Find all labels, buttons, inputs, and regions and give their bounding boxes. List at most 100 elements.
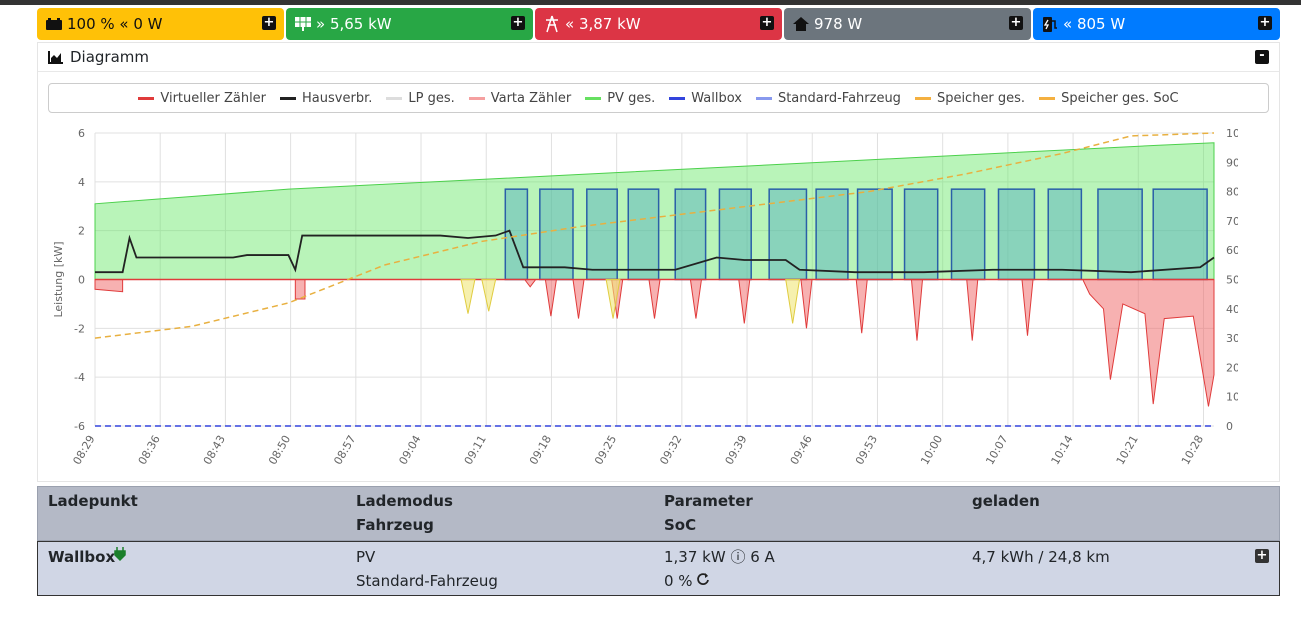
legend-item-8[interactable]: Speicher ges. SoC	[1039, 91, 1179, 106]
charge-point-row[interactable]: Wallbox PV Standard-Fahrzeug 1,37 kW ⓘ 6…	[37, 541, 1280, 596]
vehicle-name[interactable]: Standard-Fahrzeug	[356, 572, 498, 590]
expand-house-button[interactable]: +	[1009, 15, 1023, 30]
legend-label: LP ges.	[408, 90, 455, 106]
pv-value: » 5,65 kW	[316, 15, 392, 33]
x-tick-label: 10:14	[1049, 433, 1076, 467]
wallbox-charge-block	[768, 188, 808, 281]
series-soc-line	[94, 132, 1215, 339]
x-tick-label: 09:18	[527, 433, 554, 467]
y2-tick-label: 70	[1226, 215, 1238, 228]
legend-item-0[interactable]: Virtueller Zähler	[138, 91, 266, 106]
series-grid-dip	[648, 279, 661, 319]
house-icon	[792, 15, 810, 33]
x-tick-label: 09:53	[853, 433, 880, 467]
y2-tick-label: 60	[1226, 244, 1238, 257]
wallbox-charge-block	[815, 188, 849, 281]
legend-swatch	[280, 96, 297, 100]
charging-station-icon	[1041, 15, 1059, 33]
chart-legend: Virtueller Zähler Hausverbr. LP ges. Varta …	[48, 83, 1269, 113]
x-tick-label: 09:25	[592, 433, 619, 467]
wallbox-charge-block	[627, 188, 660, 281]
header-parameter: Parameter	[664, 492, 753, 510]
legend-item-6[interactable]: Standard-Fahrzeug	[755, 90, 901, 106]
solar-panel-icon	[294, 15, 312, 33]
y-tick-label: 6	[78, 127, 85, 140]
legend-swatch	[1039, 96, 1056, 100]
legend-label: Standard-Fahrzeug	[777, 90, 901, 106]
legend-label: Hausverbr.	[302, 90, 373, 106]
expand-battery-button[interactable]: +	[262, 15, 276, 30]
legend-swatch	[468, 96, 485, 100]
y-tick-label: 2	[78, 225, 85, 238]
charge-mode[interactable]: PV	[356, 548, 376, 566]
collapse-chart-button[interactable]: -	[1255, 49, 1269, 64]
legend-item-4[interactable]: PV ges.	[585, 91, 655, 106]
legend-item-5[interactable]: Wallbox	[669, 91, 742, 106]
expand-grid-button[interactable]: +	[760, 15, 774, 30]
charge-tile[interactable]: « 805 W +	[1033, 8, 1280, 40]
x-tick-label: 10:28	[1179, 433, 1206, 467]
legend-label: Speicher ges. SoC	[1061, 90, 1179, 106]
grid-tile[interactable]: « 3,87 kW +	[535, 8, 782, 40]
y-tick-label: -6	[74, 420, 85, 433]
wallbox-charge-block	[1097, 188, 1143, 281]
y-axis-label: Leistung [kW]	[52, 241, 65, 317]
wallbox-charge-block	[856, 188, 893, 281]
refresh-icon[interactable]	[696, 569, 710, 593]
house-tile[interactable]: 978 W +	[784, 8, 1031, 40]
battery-value: 100 % « 0 W	[67, 15, 163, 33]
legend-label: PV ges.	[607, 90, 656, 106]
series-storage-dip	[481, 279, 497, 312]
y-tick-label: -4	[74, 371, 85, 384]
series-grid-dip	[544, 279, 557, 317]
legend-item-2[interactable]: LP ges.	[386, 90, 455, 106]
legend-swatch	[386, 96, 403, 100]
x-tick-label: 08:50	[266, 433, 293, 467]
x-tick-label: 08:36	[136, 433, 163, 467]
expand-charge-button[interactable]: +	[1258, 15, 1272, 30]
x-tick-label: 09:46	[788, 433, 815, 467]
y-tick-label: 4	[78, 176, 85, 189]
legend-item-1[interactable]: Hausverbr.	[280, 91, 372, 106]
wallbox-charge-block	[1047, 188, 1083, 281]
x-tick-label: 09:39	[723, 433, 750, 467]
charge-point-table-header: Ladepunkt Lademodus Fahrzeug Parameter S…	[37, 486, 1280, 541]
legend-item-7[interactable]: Speicher ges.	[914, 90, 1026, 106]
y2-tick-label: 90	[1226, 156, 1238, 169]
pv-tile[interactable]: » 5,65 kW +	[286, 8, 533, 40]
legend-label: Varta Zähler	[490, 90, 572, 106]
series-storage-dip	[460, 279, 476, 314]
grid-value: « 3,87 kW	[565, 15, 641, 33]
y2-tick-label: 10	[1226, 391, 1238, 404]
wallbox-charge-block	[539, 188, 574, 281]
y2-tick-label: 30	[1226, 332, 1238, 345]
status-tiles: 100 % « 0 W + » 5,65 kW + « 3,87 kW + 97…	[37, 8, 1280, 40]
expand-charge-point-button[interactable]: +	[1255, 548, 1269, 563]
charge-value: « 805 W	[1063, 15, 1126, 33]
vehicle-soc: 0 %	[664, 572, 693, 590]
area-chart-icon	[48, 50, 64, 64]
series-grid-dip	[800, 279, 813, 329]
expand-pv-button[interactable]: +	[511, 15, 525, 30]
series-grid-area	[94, 279, 124, 293]
battery-tile[interactable]: 100 % « 0 W +	[37, 8, 284, 40]
series-storage-dip	[605, 279, 621, 319]
legend-label: Speicher ges.	[936, 90, 1026, 106]
legend-item-3[interactable]: Varta Zähler	[468, 90, 572, 106]
house-value: 978 W	[814, 15, 863, 33]
charge-point-name: Wallbox	[48, 548, 116, 566]
x-tick-label: 09:11	[462, 433, 489, 467]
plug-icon	[114, 545, 126, 569]
y2-tick-label: 100	[1226, 127, 1238, 140]
header-fahrzeug: Fahrzeug	[356, 516, 434, 534]
y2-tick-label: 50	[1226, 274, 1238, 287]
series-grid-dip	[689, 279, 703, 319]
series-grid-dip	[523, 279, 537, 288]
chart-panel: Diagramm - Virtueller Zähler Hausverbr. LP…	[37, 42, 1280, 482]
chart-panel-header[interactable]: Diagramm -	[38, 43, 1279, 72]
power-chart: 6420-2-4-6100908070605040302010008:2908:…	[52, 127, 1238, 467]
legend-swatch	[755, 96, 772, 100]
charged-energy: 4,7 kWh / 24,8 km	[972, 548, 1110, 566]
series-grid-dip	[966, 279, 979, 341]
y2-tick-label: 80	[1226, 186, 1238, 199]
